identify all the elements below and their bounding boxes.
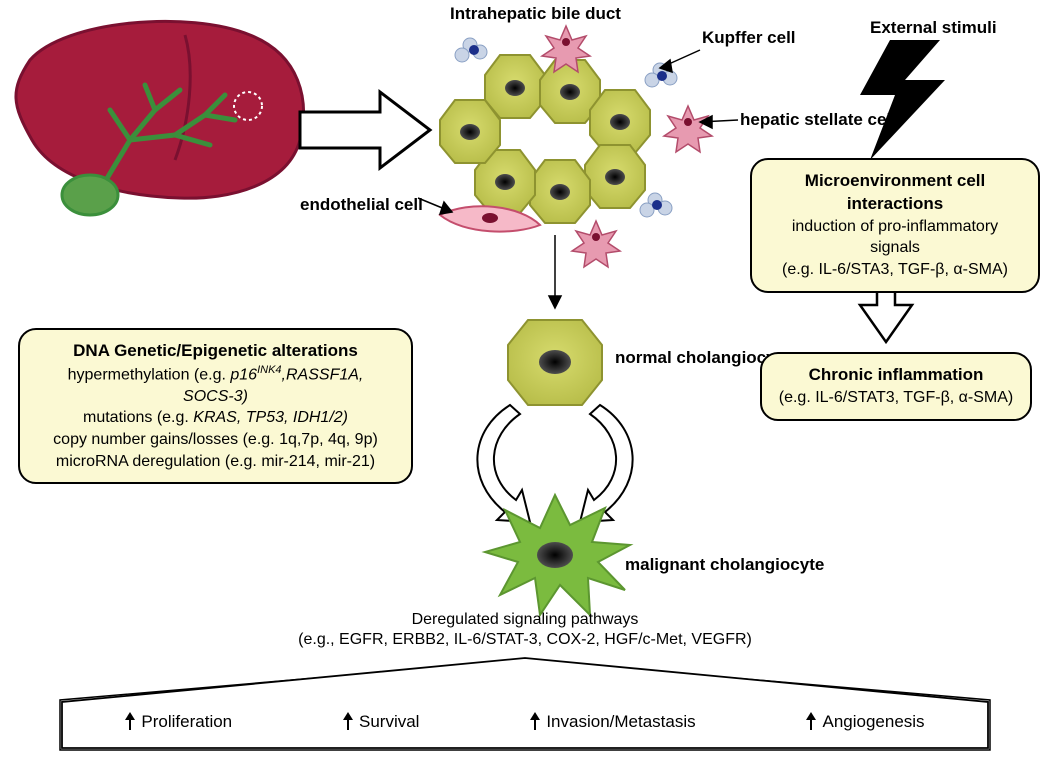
dna-l1d: ,RASSF1A, — [282, 366, 364, 383]
lightning-bolt-icon — [860, 40, 945, 160]
liver-icon — [16, 21, 304, 215]
cycle-arrows — [477, 405, 632, 522]
up-arrow-icon — [530, 712, 540, 732]
stellate-cells — [542, 26, 712, 267]
box-dna-l4: copy number gains/losses (e.g. 1q,7p, 4q… — [34, 429, 397, 451]
outcome-survival: Survival — [343, 712, 419, 732]
kupffer-cells — [455, 38, 677, 217]
normal-cholangiocyte-icon — [508, 320, 602, 405]
label-malignant-cholangiocyte: malignant cholangiocyte — [625, 555, 824, 575]
outcome-angiogenesis-label: Angiogenesis — [822, 712, 924, 732]
outcomes-trapezoid-shape — [62, 658, 988, 748]
outcome-angiogenesis: Angiogenesis — [806, 712, 924, 732]
box-chronic-line1: (e.g. IL-6/STAT3, TGF-β, α-SMA) — [776, 387, 1016, 409]
dna-l1b: p16 — [230, 366, 257, 383]
box-microenv-line1: induction of pro-inflammatory signals — [766, 216, 1024, 259]
malignant-cholangiocyte-icon — [485, 495, 630, 615]
deregulated-l1: Deregulated signaling pathways — [265, 611, 785, 629]
dna-l3a: mutations (e.g. — [83, 409, 193, 426]
outcome-proliferation: Proliferation — [125, 712, 232, 732]
outcomes-row: Proliferation Survival Invasion/Metastas… — [70, 712, 980, 732]
dna-l1c: INK4 — [257, 364, 281, 376]
box-dna-l1: hypermethylation (e.g. p16INK4,RASSF1A, — [34, 363, 397, 386]
arrow-liver-to-duct — [300, 92, 430, 168]
dna-l1a: hypermethylation (e.g. — [68, 366, 231, 383]
outcome-proliferation-label: Proliferation — [141, 712, 232, 732]
outcome-invasion: Invasion/Metastasis — [530, 712, 695, 732]
pointer-arrows — [418, 50, 738, 214]
endothelial-cell — [440, 206, 540, 231]
box-dna-l2: SOCS-3) — [34, 386, 397, 408]
label-intrahepatic: Intrahepatic bile duct — [450, 4, 621, 24]
up-arrow-icon — [343, 712, 353, 732]
outcomes-trapezoid — [60, 660, 990, 750]
box-chronic: Chronic inflammation (e.g. IL-6/STAT3, T… — [760, 352, 1032, 421]
up-arrow-icon — [125, 712, 135, 732]
up-arrow-icon — [806, 712, 816, 732]
label-external-stimuli: External stimuli — [870, 18, 997, 38]
box-dna-title: DNA Genetic/Epigenetic alterations — [34, 340, 397, 363]
box-microenv-line2: (e.g. IL-6/STA3, TGF-β, α-SMA) — [766, 259, 1024, 281]
arrow-duct-to-normal — [549, 235, 561, 308]
box-dna-l3: mutations (e.g. KRAS, TP53, IDH1/2) — [34, 407, 397, 429]
outcome-survival-label: Survival — [359, 712, 419, 732]
label-kupffer: Kupffer cell — [702, 28, 796, 48]
box-microenvironment: Microenvironment cell interactions induc… — [750, 158, 1040, 293]
box-dna: DNA Genetic/Epigenetic alterations hyper… — [18, 328, 413, 484]
duct-ring — [440, 55, 650, 223]
outcome-invasion-label: Invasion/Metastasis — [546, 712, 695, 732]
box-dna-l5: microRNA deregulation (e.g. mir-214, mir… — [34, 451, 397, 473]
label-hepatic-stellate: hepatic stellate cell — [740, 110, 896, 130]
deregulated-l2: (e.g., EGFR, ERBB2, IL-6/STAT-3, COX-2, … — [265, 631, 785, 649]
label-endothelial: endothelial cell — [300, 195, 423, 215]
dna-l3b: KRAS, TP53, IDH1/2) — [193, 409, 348, 426]
box-microenv-title: Microenvironment cell interactions — [766, 170, 1024, 216]
box-chronic-title: Chronic inflammation — [776, 364, 1016, 387]
